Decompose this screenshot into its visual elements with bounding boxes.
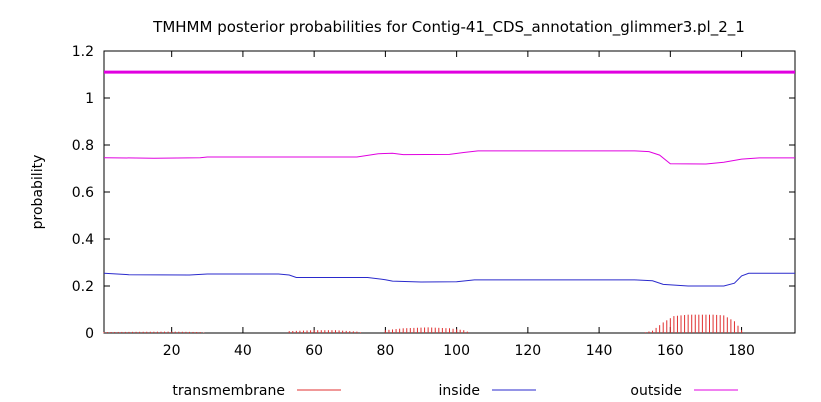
y-tick-label: 0.6 bbox=[72, 185, 94, 201]
legend-label-transmembrane: transmembrane bbox=[172, 383, 285, 399]
x-tick-label: 100 bbox=[443, 343, 470, 359]
plot-frame bbox=[103, 50, 796, 334]
x-tick-label: 80 bbox=[376, 343, 394, 359]
x-tick-label: 120 bbox=[514, 343, 541, 359]
x-tick-label: 40 bbox=[234, 343, 252, 359]
y-tick-label: 1.2 bbox=[72, 44, 94, 60]
series-line-outside bbox=[103, 150, 795, 165]
x-tick-label: 160 bbox=[657, 343, 684, 359]
x-tick-label: 140 bbox=[586, 343, 613, 359]
x-tick-label: 20 bbox=[163, 343, 181, 359]
y-tick-label: 0.8 bbox=[72, 138, 94, 154]
series-transmembrane bbox=[103, 314, 743, 333]
y-tick-label: 1 bbox=[85, 91, 94, 107]
x-tick-label: 180 bbox=[728, 343, 755, 359]
y-tick-label: 0.4 bbox=[72, 232, 94, 248]
x-tick-label: 60 bbox=[305, 343, 323, 359]
y-axis-label: probability bbox=[30, 155, 46, 230]
chart-title: TMHMM posterior probabilities for Contig… bbox=[152, 18, 745, 37]
legend-label-inside: inside bbox=[439, 383, 480, 399]
plot-area: 0 0.2 0.4 0.6 0.8 1 1.2 20 40 60 80 100 120 140 160 180 bbox=[72, 44, 796, 359]
series-line-inside bbox=[103, 272, 795, 287]
y-tick-label: 0 bbox=[85, 326, 94, 342]
legend-label-outside: outside bbox=[630, 383, 682, 399]
y-tick-label: 0.2 bbox=[72, 279, 94, 295]
legend: transmembrane inside outside bbox=[172, 383, 738, 399]
